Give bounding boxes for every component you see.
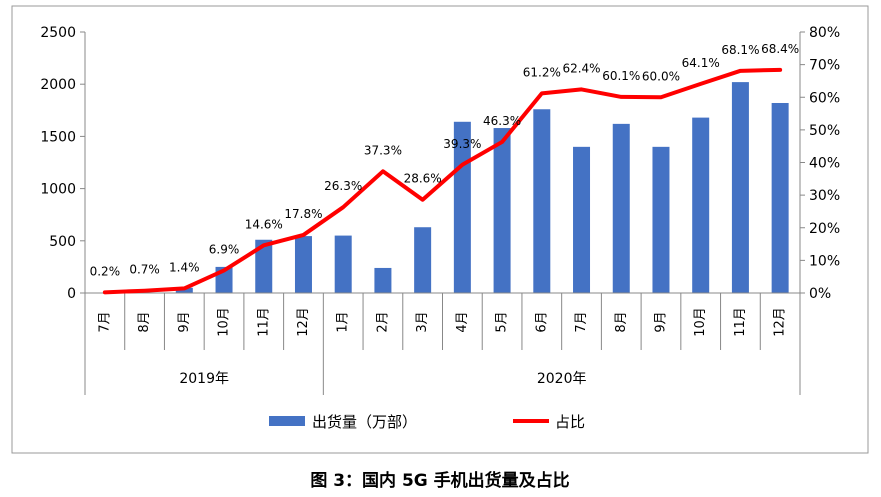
share-data-label: 46.3%	[483, 114, 521, 128]
share-data-label: 60.0%	[642, 69, 680, 83]
line-layer	[102, 67, 783, 295]
y-right-tick-label: 30%	[809, 188, 840, 204]
legend-swatch-bar	[269, 416, 305, 426]
y-left-tick-label: 1000	[40, 182, 76, 198]
x-category-label: 10月	[693, 307, 708, 337]
share-data-label: 0.7%	[129, 263, 160, 277]
x-category-label: 7月	[97, 311, 112, 332]
y-right-tick-label: 40%	[809, 156, 840, 172]
y-left-tick-label: 2500	[40, 25, 76, 41]
share-data-label: 62.4%	[562, 61, 600, 75]
share-data-label: 28.6%	[404, 172, 442, 186]
bar	[612, 123, 630, 293]
x-category-label: 5月	[495, 311, 510, 332]
share-data-label: 37.3%	[364, 143, 402, 157]
x-category-label: 8月	[137, 311, 152, 332]
x-group-label: 2020年	[537, 371, 587, 387]
bar	[334, 235, 352, 293]
bar	[573, 146, 591, 293]
bar	[493, 128, 511, 293]
bar	[374, 267, 392, 293]
y-right-tick-label: 80%	[809, 25, 840, 41]
axes-layer: 0 500 1000 1500 2000 2500 0% 10% 20% 30% 40% 50% 60%…	[40, 25, 840, 395]
y-right-tick-label: 20%	[809, 221, 840, 237]
x-category-label: 10月	[217, 307, 232, 337]
share-data-label: 68.1%	[721, 43, 759, 57]
share-data-label: 60.1%	[602, 69, 640, 83]
y-left-tick-label: 500	[49, 234, 76, 250]
x-category-label: 3月	[415, 311, 430, 332]
y-right-tick-label: 60%	[809, 90, 840, 106]
x-category-label: 9月	[653, 311, 668, 332]
bar	[731, 82, 749, 293]
x-category-label: 9月	[177, 311, 192, 332]
legend-label: 出货量（万部）	[312, 413, 417, 431]
share-data-label: 14.6%	[245, 217, 283, 231]
x-category-label: 7月	[574, 311, 589, 332]
bar	[294, 236, 312, 293]
bar	[692, 117, 710, 293]
share-data-label: 6.9%	[209, 242, 240, 256]
x-category-label: 2月	[375, 311, 390, 332]
y-right-tick-label: 0%	[809, 286, 831, 302]
x-category-label: 1月	[336, 311, 351, 332]
x-category-label: 12月	[773, 307, 788, 337]
bar	[255, 239, 273, 293]
bar	[533, 109, 551, 293]
bar	[771, 102, 789, 293]
x-category-label: 6月	[534, 311, 549, 332]
bar	[652, 146, 670, 293]
x-category-label: 8月	[614, 311, 629, 332]
share-line	[102, 67, 783, 295]
x-group-label: 2019年	[179, 371, 229, 387]
y-right-tick-label: 50%	[809, 123, 840, 139]
share-data-label: 26.3%	[324, 179, 362, 193]
bar	[414, 227, 432, 293]
y-left-tick-label: 1500	[40, 129, 76, 145]
legend: 出货量（万部） 占比	[269, 413, 585, 431]
share-data-label: 17.8%	[284, 207, 322, 221]
y-right-tick-label: 10%	[809, 253, 840, 269]
x-category-label: 4月	[455, 311, 470, 332]
share-data-label: 61.2%	[523, 65, 561, 79]
share-data-label: 64.1%	[682, 56, 720, 70]
legend-label: 占比	[555, 413, 585, 431]
share-data-label: 1.4%	[169, 260, 200, 274]
share-data-label: 39.3%	[443, 137, 481, 151]
chart-frame	[11, 5, 869, 454]
share-data-label: 68.4%	[761, 42, 799, 56]
x-category-label: 12月	[296, 307, 311, 337]
y-left-tick-label: 0	[67, 286, 76, 302]
labels-layer: 0.2% 0.7% 1.4% 6.9% 14.6%17.8%26.3% 37.3% 28.6…	[90, 42, 800, 279]
share-data-label: 0.2%	[90, 264, 121, 278]
chart-caption: 图 3：国内 5G 手机出货量及占比	[310, 470, 569, 491]
x-category-label: 11月	[256, 307, 271, 337]
y-left-tick-label: 2000	[40, 77, 76, 93]
bars-layer	[175, 82, 789, 293]
x-category-label: 11月	[733, 307, 748, 337]
y-right-tick-label: 70%	[809, 58, 840, 74]
